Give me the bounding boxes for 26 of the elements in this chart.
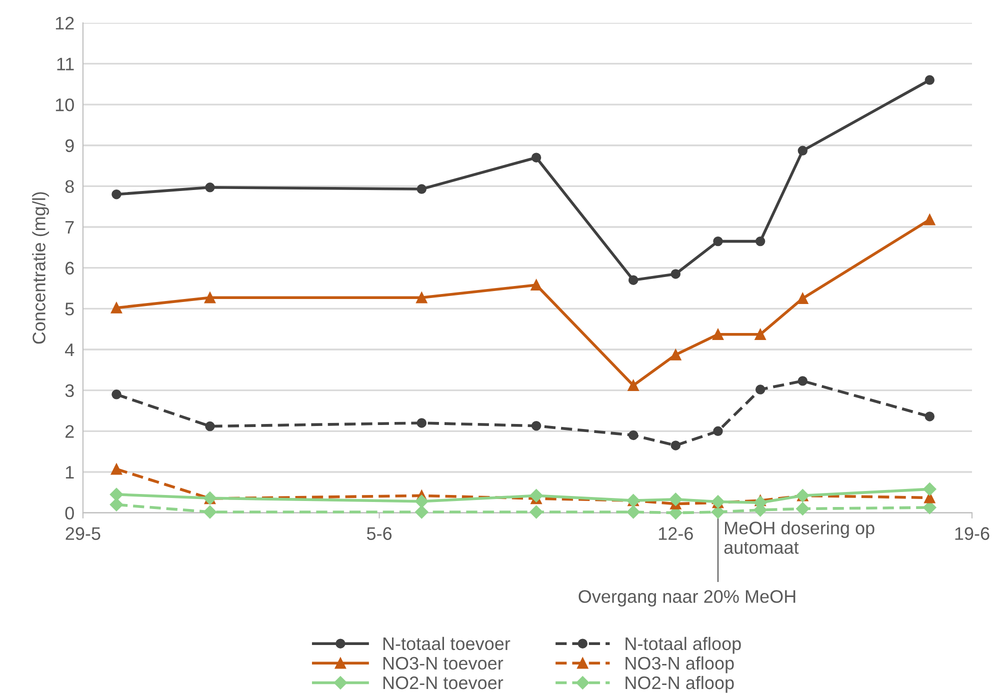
- y-tick-label: 0: [65, 506, 74, 520]
- y-tick-label: 4: [65, 344, 74, 356]
- text: Overgang naar 20% MeOH: [578, 590, 796, 606]
- legend-label: N-totaal afloop: [626, 636, 741, 654]
- y-tick-label: 5: [65, 302, 74, 316]
- legend-label: NO3-N toevoer: [383, 656, 504, 670]
- y-tick-label: 9: [65, 139, 74, 152]
- legend-label: N-totaal toevoer: [383, 636, 510, 650]
- y-tick-label: 7: [66, 221, 74, 234]
- y-tick-label: 10: [56, 98, 74, 112]
- legend-label: NO3-N afloop: [626, 656, 734, 674]
- y-tick-label: 2: [66, 425, 74, 438]
- y-tick-label: 3: [65, 384, 74, 398]
- legend-label: NO2-N afloop: [626, 676, 734, 693]
- y-tick-label: 1: [66, 466, 74, 479]
- y-tick-label: 8: [65, 180, 74, 193]
- x-tick-label: 19-6: [955, 527, 990, 540]
- y-tick-label: 12: [56, 16, 74, 30]
- x-tick-label: 12-6: [658, 527, 693, 540]
- y-axis-title: Concentratie (mg/l): [32, 192, 49, 344]
- legend-label: NO2-N toevoer: [383, 676, 504, 690]
- x-tick-label: 29-5: [66, 527, 100, 540]
- x-tick-label: 5-6: [366, 527, 392, 540]
- y-tick-label: 6: [66, 262, 74, 275]
- annotation: MeOH dosering op automaat: [724, 521, 874, 554]
- y-tick-label: 11: [57, 58, 74, 70]
